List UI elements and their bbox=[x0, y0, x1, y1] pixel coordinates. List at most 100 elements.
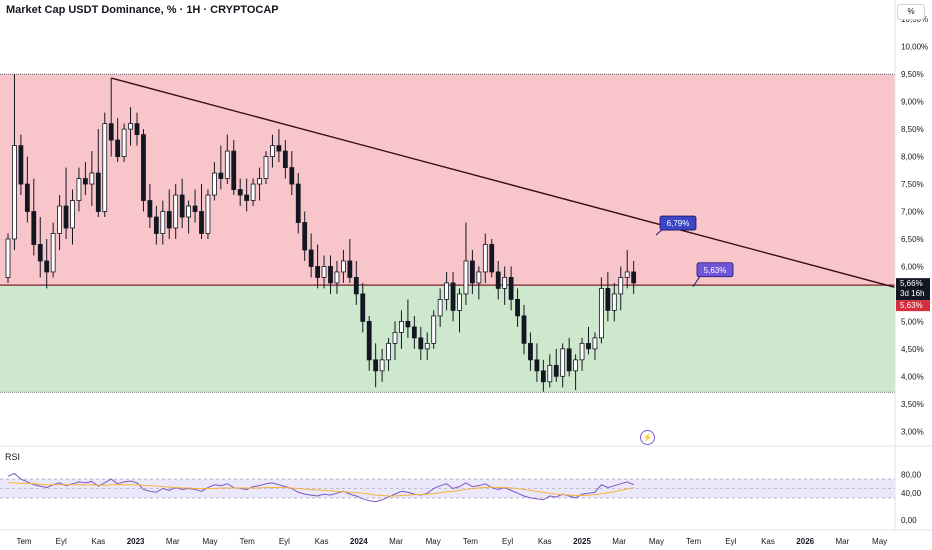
candle-body bbox=[379, 359, 385, 372]
candle-body bbox=[108, 123, 114, 141]
time-tick-label: 2023 bbox=[127, 537, 145, 546]
candle-body bbox=[173, 194, 179, 229]
candle-body bbox=[192, 205, 198, 212]
lightning-icon[interactable]: ⚡ bbox=[640, 430, 655, 445]
candle-body bbox=[405, 320, 411, 328]
callout-box bbox=[696, 262, 734, 278]
candle-body bbox=[263, 156, 269, 179]
candle-body bbox=[244, 194, 250, 201]
candle-body bbox=[186, 205, 192, 218]
candle-body bbox=[57, 205, 62, 234]
candle-body bbox=[134, 123, 140, 135]
candle-body bbox=[63, 205, 69, 229]
time-tick-label: Mar bbox=[836, 537, 850, 546]
candle-body bbox=[115, 139, 121, 157]
time-tick-label: Tem bbox=[240, 537, 255, 546]
candle-body bbox=[592, 337, 598, 350]
candle-body bbox=[579, 342, 585, 361]
candle-body bbox=[444, 282, 450, 300]
candle-body bbox=[237, 189, 243, 196]
candle-body bbox=[392, 331, 398, 344]
candle-body bbox=[70, 200, 75, 229]
price-scale-unit-button[interactable]: % bbox=[897, 4, 925, 20]
candle-body bbox=[469, 260, 475, 284]
price-tick-label: 4,00% bbox=[901, 372, 924, 381]
time-tick-label: Tem bbox=[686, 537, 701, 546]
candle-body bbox=[360, 293, 366, 322]
price-tick-label: 9,00% bbox=[901, 98, 924, 107]
candle-body bbox=[321, 266, 327, 278]
price-tick-label: 9,50% bbox=[901, 70, 924, 79]
price-tick-label: 8,50% bbox=[901, 125, 924, 134]
candle-body bbox=[160, 211, 166, 234]
time-tick-label: May bbox=[872, 537, 887, 546]
candle-body bbox=[18, 145, 24, 185]
price-tick-label: 6,50% bbox=[901, 235, 924, 244]
candle-body bbox=[257, 178, 262, 185]
callout-label: 5,63% bbox=[704, 266, 727, 275]
candle-body bbox=[205, 194, 211, 234]
candle-body bbox=[295, 183, 301, 223]
time-tick-label: Mar bbox=[166, 537, 180, 546]
candle-body bbox=[121, 128, 127, 157]
candle-body bbox=[340, 260, 346, 273]
candle-body bbox=[418, 337, 424, 350]
candle-body bbox=[482, 244, 488, 273]
candle-body bbox=[83, 178, 88, 185]
time-tick-label: May bbox=[426, 537, 441, 546]
price-tick-label: 10,00% bbox=[901, 43, 928, 52]
candle-body bbox=[534, 359, 540, 372]
candle-body bbox=[95, 172, 101, 212]
candle-body bbox=[566, 348, 572, 372]
candle-body bbox=[199, 211, 204, 234]
price-tick-label: 4,50% bbox=[901, 345, 924, 354]
price-tick-label: 5,00% bbox=[901, 317, 924, 326]
candle-body bbox=[424, 342, 430, 350]
rsi-line bbox=[7, 472, 634, 503]
resistance-zone bbox=[0, 74, 895, 286]
support-zone bbox=[0, 285, 895, 393]
candle-body bbox=[495, 271, 501, 289]
callout-box bbox=[659, 215, 697, 231]
candle-body bbox=[618, 277, 624, 295]
rsi-tick-label: 80,00 bbox=[901, 470, 922, 479]
candle-body bbox=[218, 172, 224, 179]
candle-body bbox=[515, 299, 520, 317]
candle-body bbox=[166, 211, 172, 229]
rsi-band bbox=[0, 479, 895, 498]
time-tick-label: Eyl bbox=[56, 537, 67, 546]
candle-body bbox=[141, 134, 146, 201]
current-price-label: 5,66% bbox=[900, 279, 923, 288]
candle-body bbox=[437, 299, 443, 317]
time-tick-label: Kas bbox=[315, 537, 329, 546]
candle-body bbox=[411, 326, 417, 339]
candle-body bbox=[231, 150, 237, 190]
candle-body bbox=[270, 145, 275, 157]
candle-body bbox=[528, 342, 533, 361]
candle-body bbox=[289, 167, 295, 185]
candle-body bbox=[24, 183, 30, 212]
candle-body bbox=[386, 342, 391, 361]
candle-body bbox=[308, 249, 314, 267]
time-tick-label: Kas bbox=[92, 537, 106, 546]
candle-body bbox=[463, 260, 469, 295]
candle-body bbox=[250, 183, 256, 201]
candle-body bbox=[153, 216, 159, 234]
marker-price-tag bbox=[896, 300, 930, 312]
time-tick-label: Eyl bbox=[502, 537, 513, 546]
price-tick-label: 8,00% bbox=[901, 153, 924, 162]
candle-body bbox=[547, 364, 553, 383]
candle-body bbox=[586, 342, 591, 350]
candle-body bbox=[605, 288, 611, 311]
time-tick-label: 2026 bbox=[796, 537, 814, 546]
time-tick-label: 2024 bbox=[350, 537, 368, 546]
price-tick-label: 7,00% bbox=[901, 208, 924, 217]
candle-body bbox=[147, 200, 153, 218]
price-callout: 5,63% bbox=[692, 262, 734, 288]
candle-body bbox=[179, 194, 185, 218]
price-tick-label: 3,00% bbox=[901, 427, 924, 436]
candle-body bbox=[573, 359, 578, 372]
rsi-tick-label: 0,00 bbox=[901, 516, 917, 525]
candle-body bbox=[508, 277, 514, 300]
rsi-label: RSI bbox=[5, 452, 21, 462]
